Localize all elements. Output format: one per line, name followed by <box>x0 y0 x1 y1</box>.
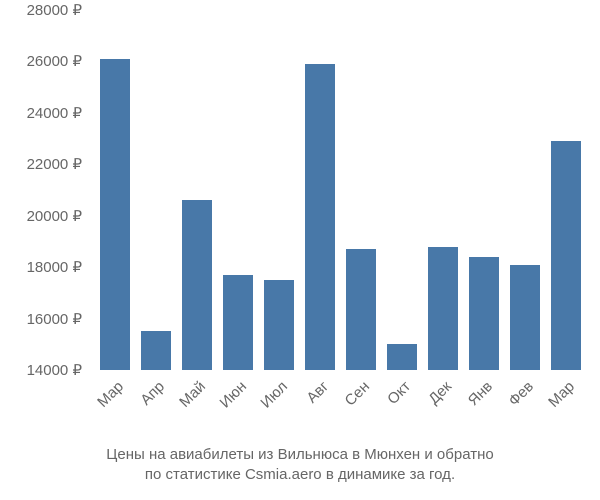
x-tick-label: Мар <box>94 378 127 411</box>
y-tick-label: 18000 ₽ <box>27 258 82 276</box>
x-tick-label: Июн <box>216 378 249 411</box>
x-tick-label: Окт <box>384 378 414 408</box>
bar <box>346 249 376 370</box>
x-tick-label: Май <box>176 378 209 411</box>
caption-line-1: Цены на авиабилеты из Вильнюса в Мюнхен … <box>106 446 493 463</box>
x-axis: МарАпрМайИюнИюлАвгСенОктДекЯнвФевМар <box>90 370 590 440</box>
bar <box>264 280 294 370</box>
x-tick-label: Янв <box>464 378 495 409</box>
bar <box>100 59 130 370</box>
y-tick-label: 24000 ₽ <box>27 104 82 122</box>
caption-line-2: по статистике Csmia.aero в динамике за г… <box>145 466 455 483</box>
bar <box>182 200 212 370</box>
y-tick-label: 28000 ₽ <box>27 1 82 19</box>
bar <box>387 344 417 370</box>
y-axis: 14000 ₽16000 ₽18000 ₽20000 ₽22000 ₽24000… <box>0 10 90 370</box>
bar <box>428 247 458 370</box>
y-tick-label: 22000 ₽ <box>27 155 82 173</box>
bar <box>469 257 499 370</box>
x-tick-label: Апр <box>137 378 168 409</box>
price-bar-chart: 14000 ₽ 16000 ₽ 18000 ₽ 20000 ₽ 22000 ₽ 24000… <box>0 10 600 500</box>
x-tick-label: Мар <box>545 378 578 411</box>
bar <box>551 141 581 370</box>
bar <box>510 265 540 370</box>
y-tick-label: 20000 ₽ <box>27 207 82 225</box>
bar <box>141 331 171 370</box>
bar <box>305 64 335 370</box>
y-tick-label: 26000 ₽ <box>27 52 82 70</box>
y-tick-label: 14000 ₽ <box>27 361 82 379</box>
x-tick-label: Авг <box>303 378 332 407</box>
bar <box>223 275 253 370</box>
plot-area <box>90 10 590 370</box>
x-tick-label: Сен <box>341 378 372 409</box>
x-tick-label: Дек <box>425 378 455 408</box>
x-tick-label: Фев <box>505 378 537 410</box>
x-tick-label: Июл <box>257 378 291 412</box>
chart-caption: Цены на авиабилеты из Вильнюса в Мюнхен … <box>0 445 600 486</box>
y-tick-label: 16000 ₽ <box>27 310 82 328</box>
